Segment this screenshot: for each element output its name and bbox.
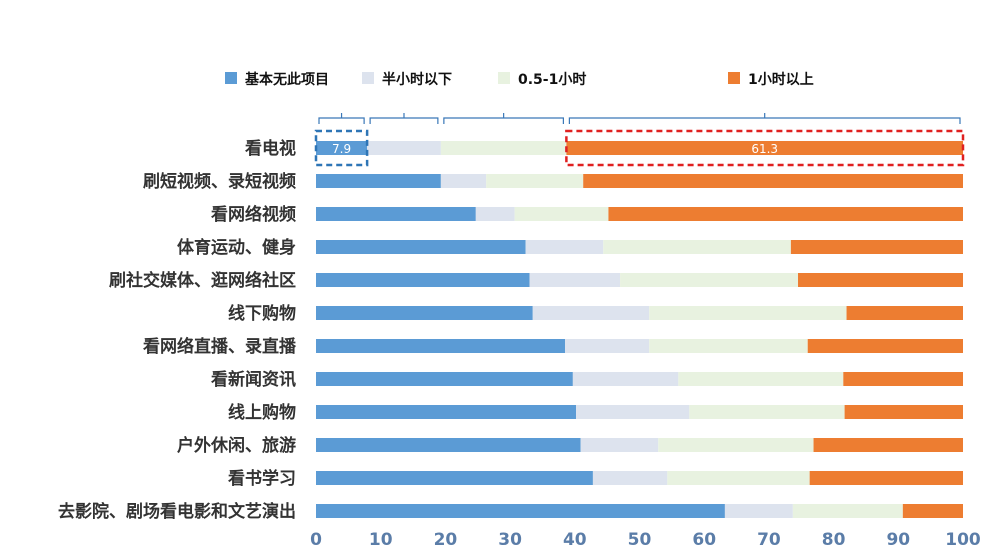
- x-tick-label: 50: [628, 530, 652, 546]
- legend-swatch: [362, 72, 374, 84]
- bar-segment: [316, 471, 593, 485]
- bar-segment: [678, 372, 844, 386]
- x-tick-label: 0: [310, 530, 322, 546]
- bar-segment: [316, 207, 476, 221]
- x-tick-label: 80: [822, 530, 846, 546]
- category-label: 去影院、剧场看电影和文艺演出: [58, 501, 296, 522]
- bar-segment: [667, 471, 810, 485]
- bar-segment: [514, 207, 609, 221]
- bar-segment: [620, 273, 799, 287]
- bar-segment: [316, 306, 533, 320]
- bar-segment: [316, 174, 441, 188]
- legend-label: 0.5-1小时: [518, 71, 586, 88]
- legend-bracket: [568, 113, 961, 124]
- bar-segment: [649, 306, 847, 320]
- x-tick-label: 20: [434, 530, 458, 546]
- x-tick-label: 60: [692, 530, 716, 546]
- category-label: 看网络视频: [210, 204, 296, 225]
- category-labels: 看电视刷短视频、录短视频看网络视频体育运动、健身刷社交媒体、逛网络社区线下购物看…: [58, 138, 297, 522]
- category-label: 刷社交媒体、逛网络社区: [109, 270, 296, 291]
- bar-segment: [813, 438, 963, 452]
- x-tick-label: 90: [886, 530, 910, 546]
- legend-brackets: [318, 113, 961, 124]
- data-label: 61.3: [751, 142, 778, 156]
- bar-segment: [608, 207, 963, 221]
- bar-segment: [316, 372, 573, 386]
- x-tick-label: 30: [498, 530, 522, 546]
- category-label: 看电视: [244, 138, 296, 159]
- bar-segment: [807, 339, 963, 353]
- bar-segment: [576, 405, 690, 419]
- bar-segment: [689, 405, 845, 419]
- bar-segment: [316, 438, 581, 452]
- bar-segment: [440, 141, 567, 155]
- bar-segment: [532, 306, 650, 320]
- legend-bracket: [318, 113, 365, 124]
- x-tick-label: 10: [369, 530, 393, 546]
- bar-segment: [565, 339, 650, 353]
- bar-segment: [658, 438, 814, 452]
- category-label: 体育运动、健身: [177, 237, 296, 258]
- category-label: 看网络直播、录直播: [142, 336, 297, 357]
- bar-segment: [846, 306, 963, 320]
- legend-swatch: [225, 72, 237, 84]
- data-label: 7.9: [332, 142, 351, 156]
- bar-segment: [724, 504, 793, 518]
- bar-segment: [316, 339, 566, 353]
- category-label: 刷短视频、录短视频: [143, 171, 296, 192]
- bar-segment: [902, 504, 963, 518]
- legend-bracket: [443, 113, 564, 124]
- bar-segment: [529, 273, 621, 287]
- legend-label: 1小时以上: [748, 71, 814, 88]
- bar-segment: [486, 174, 584, 188]
- bar-segment: [792, 504, 903, 518]
- legend-swatch: [728, 72, 740, 84]
- bar-segment: [525, 240, 604, 254]
- bar-segment: [843, 372, 963, 386]
- legend-bracket: [369, 113, 439, 124]
- highlight-box: [565, 129, 965, 167]
- bar-segment: [316, 141, 368, 155]
- bar-segment: [844, 405, 963, 419]
- bar-segment: [649, 339, 808, 353]
- category-label: 线下购物: [228, 303, 296, 324]
- category-label: 看新闻资讯: [210, 369, 296, 390]
- category-label: 线上购物: [228, 402, 296, 423]
- legend-label: 基本无此项目: [245, 71, 329, 88]
- bar-segment: [316, 405, 577, 419]
- x-axis: 0 10 20 30 40 50 60 70 80 90 100: [310, 530, 981, 546]
- bars: [316, 141, 963, 518]
- bar-segment: [440, 174, 487, 188]
- bar-segment: [316, 240, 526, 254]
- bar-segment: [790, 240, 963, 254]
- bar-segment: [603, 240, 791, 254]
- highlight-box: [314, 129, 369, 167]
- bar-segment: [583, 174, 963, 188]
- legend: 基本无此项目 半小时以下 0.5-1小时 1小时以上: [225, 71, 814, 88]
- annotations: 7.9 61.3: [314, 129, 965, 167]
- bar-segment: [475, 207, 515, 221]
- bar-segment: [566, 141, 963, 155]
- bar-segment: [367, 141, 441, 155]
- x-tick-label: 70: [757, 530, 781, 546]
- bar-segment: [592, 471, 668, 485]
- bar-segment: [316, 504, 725, 518]
- x-tick-label: 40: [563, 530, 587, 546]
- legend-label: 半小时以下: [382, 71, 452, 88]
- category-label: 看书学习: [227, 468, 296, 489]
- bar-segment: [580, 438, 659, 452]
- bar-segment: [798, 273, 963, 287]
- legend-swatch: [498, 72, 510, 84]
- bar-segment: [316, 273, 530, 287]
- category-label: 户外休闲、旅游: [177, 435, 296, 456]
- bar-segment: [809, 471, 963, 485]
- x-tick-label: 100: [945, 530, 981, 546]
- bar-segment: [572, 372, 679, 386]
